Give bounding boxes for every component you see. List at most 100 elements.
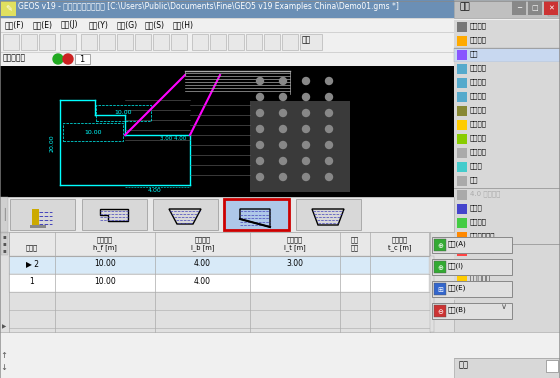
Circle shape [325, 125, 333, 133]
Bar [432, 281, 512, 297]
Bar [457, 218, 467, 228]
Bar [0, 18, 560, 32]
Text: 显示: 显示 [302, 35, 311, 44]
Circle shape [256, 174, 264, 181]
Text: ▶ 2: ▶ 2 [26, 259, 39, 268]
Bar [457, 92, 467, 102]
Text: ✎: ✎ [6, 5, 12, 14]
Text: 面层: 面层 [351, 244, 359, 251]
Circle shape [63, 54, 73, 64]
Text: 墙身材料: 墙身材料 [470, 64, 487, 71]
Text: 3.00 4.00: 3.00 4.00 [160, 136, 186, 141]
Text: 锚定材料: 锚定材料 [470, 134, 487, 141]
Bar [454, 76, 560, 90]
Text: □: □ [531, 5, 538, 11]
Text: 4.00: 4.00 [148, 187, 162, 192]
Circle shape [325, 93, 333, 101]
Bar [39, 34, 55, 50]
Text: ∨: ∨ [501, 302, 507, 311]
Bar [454, 132, 560, 146]
Text: 锚筋骨移验算: 锚筋骨移验算 [470, 246, 496, 253]
Bar [117, 34, 133, 50]
Bar [432, 303, 512, 319]
Bar [32, 209, 39, 227]
Bar [81, 34, 97, 50]
Text: 1: 1 [30, 277, 34, 286]
Bar [454, 62, 560, 76]
Text: 尺寸: 尺寸 [470, 50, 478, 57]
Bar [210, 34, 226, 50]
Bar [454, 202, 560, 216]
Bar [224, 199, 289, 230]
Text: 墙后坡面: 墙后坡面 [470, 148, 487, 155]
Bar [434, 261, 446, 273]
Bar [63, 123, 123, 141]
Text: 1: 1 [80, 54, 85, 64]
Bar [0, 197, 454, 232]
Text: 文件(F): 文件(F) [5, 20, 25, 29]
Bar [457, 22, 467, 32]
Bar [528, 1, 542, 15]
Text: 4.00: 4.00 [194, 277, 211, 286]
Text: 编辑(E): 编辑(E) [33, 20, 53, 29]
Bar [457, 246, 467, 256]
Circle shape [279, 125, 287, 133]
Bar [75, 54, 90, 64]
Bar [454, 48, 560, 62]
Circle shape [256, 158, 264, 164]
Text: 10.00: 10.00 [84, 130, 102, 135]
Text: 超载: 超载 [470, 176, 478, 183]
Text: ⊖: ⊖ [437, 309, 443, 315]
Text: 帮助(H): 帮助(H) [173, 20, 194, 29]
Text: ⊕: ⊕ [437, 243, 443, 249]
Text: l_b [m]: l_b [m] [191, 244, 214, 251]
Bar [548, 2, 558, 16]
Circle shape [302, 158, 310, 164]
Text: 工况阶段设置: 工况阶段设置 [470, 232, 496, 239]
Bar [10, 199, 75, 230]
Text: 填方高度: 填方高度 [97, 236, 113, 243]
Bar [0, 0, 560, 18]
Bar [9, 232, 429, 256]
Text: 附图: 附图 [459, 360, 469, 369]
Bar [282, 34, 298, 50]
Bar [454, 34, 560, 48]
Bar [264, 34, 280, 50]
Bar [454, 160, 560, 174]
Bar [454, 272, 560, 286]
Bar [82, 199, 147, 230]
Text: 剖面土层: 剖面土层 [470, 106, 487, 113]
Bar [434, 305, 446, 317]
Bar [457, 64, 467, 74]
Bar [0, 332, 560, 378]
Bar [454, 0, 560, 378]
Bar [1, 1, 16, 16]
Text: ⊞: ⊞ [437, 287, 443, 293]
Text: ─: ─ [551, 6, 555, 12]
Text: 插入(I): 插入(I) [448, 262, 464, 269]
Circle shape [256, 93, 264, 101]
Text: t_c [m]: t_c [m] [388, 244, 412, 251]
Bar [153, 34, 169, 50]
Bar [192, 34, 208, 50]
Bar [432, 259, 512, 275]
Bar [454, 216, 560, 230]
Bar [434, 283, 446, 295]
Bar [454, 118, 560, 132]
Text: 20.00: 20.00 [49, 134, 54, 152]
Circle shape [302, 141, 310, 149]
Bar [454, 104, 560, 118]
Text: ↑: ↑ [1, 350, 7, 359]
Text: 设置(S): 设置(S) [145, 20, 165, 29]
Bar [457, 190, 467, 200]
Bar [30, 225, 46, 228]
Text: ▪: ▪ [2, 242, 6, 246]
Text: 筋材尺寸: 筋材尺寸 [470, 92, 487, 99]
Circle shape [325, 141, 333, 149]
Text: │: │ [1, 208, 7, 220]
Bar [99, 34, 115, 50]
Bar [457, 36, 467, 46]
Text: 承载力验算: 承载力验算 [470, 274, 491, 280]
Bar [171, 34, 187, 50]
Bar [457, 106, 467, 116]
